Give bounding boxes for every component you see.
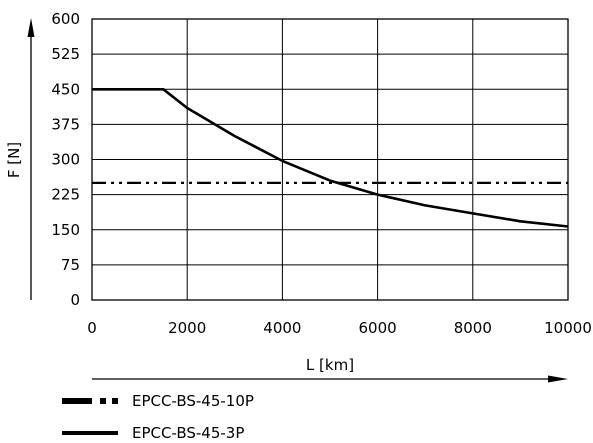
y-axis-arrow	[28, 18, 35, 300]
x-tick-label: 10000	[544, 319, 592, 337]
legend-dot	[100, 398, 106, 404]
grid	[92, 19, 568, 300]
y-tick-label: 300	[51, 151, 80, 169]
series-line-epcc-bs-45-3p	[92, 89, 568, 226]
x-tick-label: 8000	[454, 319, 492, 337]
y-tick-label: 375	[51, 115, 80, 133]
y-tick-label: 600	[51, 10, 80, 28]
x-tick-label: 2000	[168, 319, 206, 337]
y-tick-label: 0	[70, 291, 80, 309]
x-tick-label: 0	[87, 319, 97, 337]
x-tick-label: 4000	[263, 319, 301, 337]
legend-label: EPCC-BS-45-10P	[132, 392, 254, 410]
x-tick-label: 6000	[359, 319, 397, 337]
tick-labels: 0 2000 4000 6000 8000 10000 0 75 150 225 300 375 450…	[51, 10, 592, 337]
y-tick-label: 75	[61, 256, 80, 274]
legend-item-epcc-bs-45-10p: EPCC-BS-45-10P	[62, 392, 254, 410]
y-tick-label: 225	[51, 186, 80, 204]
y-tick-label: 150	[51, 221, 80, 239]
y-axis-label: F [N]	[5, 142, 23, 178]
y-tick-label: 450	[51, 80, 80, 98]
x-axis-label: L [km]	[306, 356, 354, 374]
legend: EPCC-BS-45-10P EPCC-BS-45-3P	[62, 392, 254, 442]
x-axis-arrow	[92, 376, 568, 383]
legend-swatch-dash-dot-dot	[62, 398, 118, 404]
legend-label: EPCC-BS-45-3P	[132, 424, 244, 442]
legend-dot	[112, 398, 118, 404]
y-tick-label: 525	[51, 45, 80, 63]
legend-item-epcc-bs-45-3p: EPCC-BS-45-3P	[62, 424, 244, 442]
series-layer	[92, 89, 568, 226]
legend-dash	[62, 398, 92, 404]
